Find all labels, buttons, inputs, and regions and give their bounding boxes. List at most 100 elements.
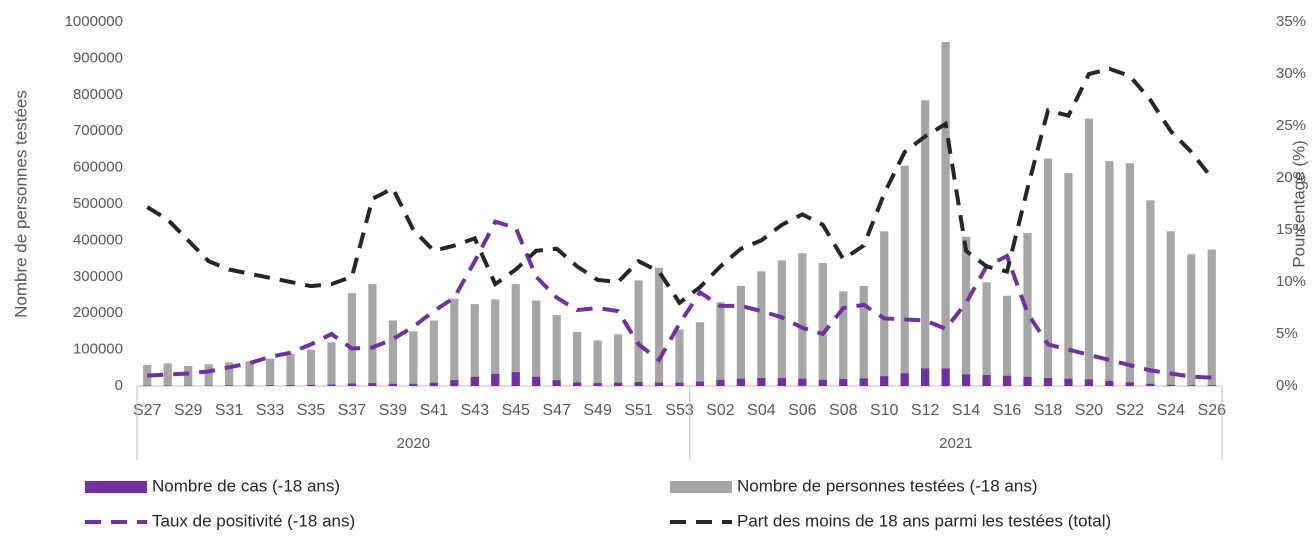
bar: [634, 280, 642, 386]
bar: [1187, 385, 1195, 386]
legend-label: Nombre de cas (-18 ans): [152, 476, 340, 495]
bar: [512, 372, 520, 386]
bar: [655, 268, 663, 386]
bar: [860, 286, 868, 386]
y-tick-label: 100000: [73, 341, 123, 358]
bar: [819, 263, 827, 386]
bar: [1085, 118, 1093, 386]
bar: [348, 383, 356, 386]
y-tick-label: 300000: [73, 268, 123, 285]
bar: [1146, 200, 1154, 386]
bar: [368, 284, 376, 386]
bar: [532, 300, 540, 386]
bar: [532, 377, 540, 386]
bar: [819, 380, 827, 386]
y2-tick-label: 30%: [1276, 65, 1306, 82]
x-tick-label: S39: [379, 402, 408, 419]
bar: [1126, 382, 1134, 386]
bar: [430, 320, 438, 386]
legend-label: Nombre de personnes testées (-18 ans): [737, 476, 1038, 495]
bar: [778, 378, 786, 386]
bar: [962, 374, 970, 386]
x-tick-label: S47: [542, 402, 571, 419]
x-tick-label: S04: [747, 402, 776, 419]
bar: [1044, 378, 1052, 386]
bar: [205, 364, 213, 386]
y-tick-label: 700000: [73, 122, 123, 139]
y-axis-title: Nombre de personnes testées: [11, 90, 30, 318]
bar: [1064, 379, 1072, 386]
bar: [246, 361, 254, 386]
bar: [798, 379, 806, 386]
x-tick-label: S08: [829, 402, 858, 419]
y2-tick-label: 5%: [1276, 325, 1298, 342]
x-tick-label: S06: [788, 402, 817, 419]
y2-tick-label: 25%: [1276, 117, 1306, 134]
bar: [164, 363, 172, 386]
bar: [266, 359, 274, 386]
bar: [1105, 381, 1113, 386]
x-tick-label: S18: [1034, 402, 1063, 419]
bar: [450, 380, 458, 386]
y-tick-label: 400000: [73, 231, 123, 248]
y2-tick-label: 35%: [1276, 13, 1306, 30]
bar: [184, 366, 192, 386]
x-tick-label: S10: [870, 402, 899, 419]
x-tick-label: S24: [1157, 402, 1186, 419]
y-tick-label: 0: [115, 377, 123, 394]
bar: [573, 382, 581, 386]
bar: [225, 385, 233, 386]
y-tick-label: 600000: [73, 159, 123, 176]
y-tick-label: 1000000: [65, 13, 123, 30]
bar: [696, 322, 704, 386]
group-label: 2020: [397, 435, 430, 452]
bar: [880, 231, 888, 386]
x-tick-label: S16: [993, 402, 1022, 419]
legend-label: Part des moins de 18 ans parmi les testé…: [737, 511, 1111, 530]
bar: [942, 42, 950, 386]
bar: [716, 380, 724, 386]
bar: [1146, 384, 1154, 386]
bar: [1003, 296, 1011, 386]
bar: [348, 293, 356, 386]
bar: [1085, 379, 1093, 386]
y-tick-label: 500000: [73, 195, 123, 212]
bar: [327, 342, 335, 386]
bar: [962, 237, 970, 386]
bar: [614, 383, 622, 386]
bar: [655, 383, 663, 386]
bar: [1064, 173, 1072, 386]
y2-tick-label: 0%: [1276, 377, 1298, 394]
bar: [982, 375, 990, 386]
bar: [860, 378, 868, 386]
bar: [471, 377, 479, 386]
y-tick-label: 200000: [73, 304, 123, 321]
y-tick-label: 900000: [73, 49, 123, 66]
x-tick-label: S29: [174, 402, 203, 419]
bar: [266, 385, 274, 386]
bar: [1105, 161, 1113, 386]
bar: [389, 384, 397, 386]
bar: [491, 299, 499, 386]
bar: [798, 253, 806, 386]
bar: [1023, 377, 1031, 386]
bar: [942, 369, 950, 386]
x-tick-label: S49: [583, 402, 612, 419]
legend-swatch: [85, 481, 147, 493]
x-tick-label: S35: [297, 402, 326, 419]
bar: [737, 286, 745, 386]
bar: [553, 315, 561, 386]
bar: [368, 383, 376, 386]
bar: [430, 383, 438, 386]
bar: [982, 282, 990, 386]
bar: [921, 369, 929, 386]
bar: [1003, 376, 1011, 386]
x-tick-label: S43: [461, 402, 490, 419]
y-tick-label: 800000: [73, 86, 123, 103]
bar: [286, 385, 294, 386]
y2-tick-label: 20%: [1276, 169, 1306, 186]
bar: [1167, 231, 1175, 386]
y2-tick-label: 15%: [1276, 221, 1306, 238]
bar: [901, 373, 909, 386]
bar: [675, 330, 683, 386]
